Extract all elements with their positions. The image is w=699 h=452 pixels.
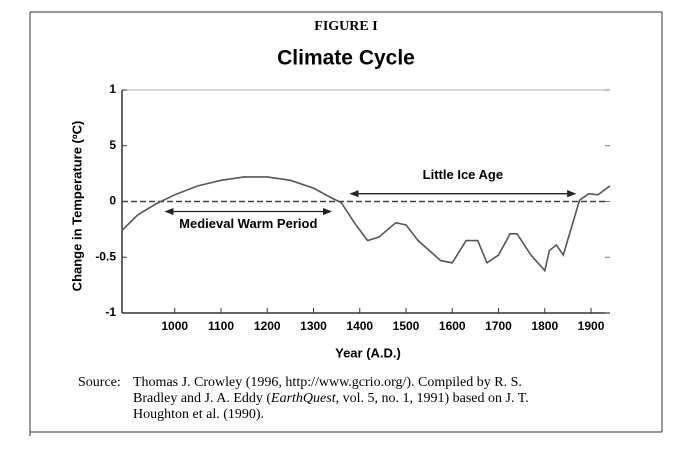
x-tick-label: 1600 (439, 319, 466, 333)
x-tick-label: 1800 (531, 319, 558, 333)
y-tick-label: -0.5 (95, 249, 116, 263)
annotation-text: Little Ice Age (423, 167, 503, 182)
annotation-text: Medieval Warm Period (179, 216, 317, 231)
source-text: , vol. 5, no. 1, 1991) based on J. T. (336, 391, 529, 406)
x-tick-label: 1700 (485, 319, 512, 333)
x-tick-label: 1200 (254, 319, 281, 333)
source-text: Bradley and J. A. Eddy (EarthQuest, vol.… (133, 391, 529, 406)
source-text: Thomas J. Crowley (1996, http://www.gcri… (133, 375, 522, 390)
x-tick-label: 1400 (346, 319, 373, 333)
x-tick-label: 1300 (300, 319, 327, 333)
chart-title: Climate Cycle (277, 47, 415, 70)
x-axis-label: Year (A.D.) (335, 345, 401, 360)
x-tick-label: 1000 (161, 319, 188, 333)
x-tick-label: 1900 (578, 319, 605, 333)
y-tick-label: 0 (109, 194, 116, 208)
source-text: Houghton et al. (1990). (133, 407, 264, 422)
data-line (121, 176, 611, 273)
y-tick-label: 5 (109, 138, 116, 152)
figure-label: FIGURE I (314, 19, 377, 34)
x-tick-label: 1500 (393, 319, 420, 333)
source-text: Bradley and J. A. Eddy ( (133, 391, 271, 406)
source-text: EarthQuest (270, 391, 337, 406)
y-axis-label: Change in Temperature (ºC) (69, 121, 84, 292)
y-tick-label: -1 (105, 305, 116, 319)
source-label: Source: (78, 375, 121, 390)
x-tick-label: 1100 (208, 319, 234, 333)
y-tick-label: 1 (109, 82, 116, 96)
